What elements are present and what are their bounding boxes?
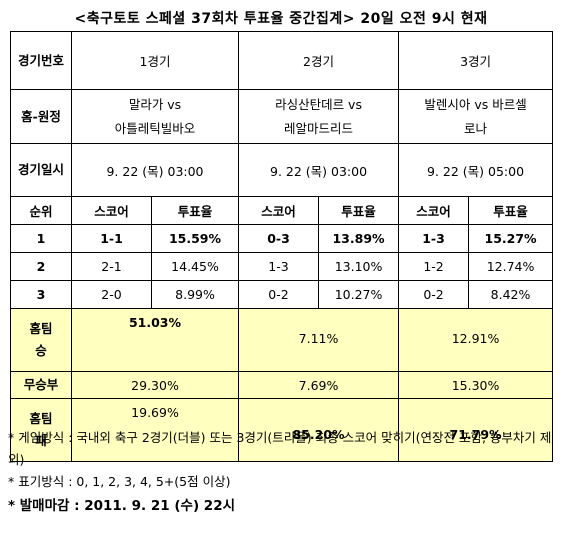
- game3-teams: 발렌시아 vs 바르셀 로나: [398, 89, 554, 144]
- home-loss-label: 홈팀 패: [10, 398, 72, 462]
- home-win-row: 홈팀 승 51.03% 7.11% 12.91%: [10, 308, 554, 372]
- game1-date: 9. 22 (목) 03:00: [70, 143, 240, 197]
- game1-home-win: 51.03%: [70, 308, 240, 372]
- game3-rate: 15.27%: [468, 224, 554, 253]
- game2-score: 0-3: [238, 224, 320, 253]
- game3-date: 9. 22 (목) 05:00: [398, 143, 554, 197]
- rank-row: 1 1-1 15.59% 0-3 13.89% 1-3 15.27%: [10, 224, 554, 253]
- game2-home-loss: 85.20%: [292, 427, 345, 442]
- teams-label: 홈-원정: [10, 89, 72, 144]
- game2-rate-label: 투표율: [318, 196, 400, 225]
- game2-home: 라싱산탄데르 vs: [275, 96, 362, 112]
- game2-score: 1-3: [238, 252, 320, 281]
- game1-header: 1경기: [70, 31, 240, 90]
- draw-row: 무승부 29.30% 7.69% 15.30%: [10, 371, 554, 399]
- game-method-note: * 게임방식 : 국내외 축구 2경기(더블) 또는 3경기(트리플) 최종 스…: [8, 430, 552, 467]
- game3-home: 발렌시아 vs 바르셀: [424, 96, 527, 112]
- header-row: 경기번호 1경기 2경기 3경기: [10, 31, 554, 90]
- notes: * 게임방식 : 국내외 축구 2경기(더블) 또는 3경기(트리플) 최종 스…: [8, 427, 556, 517]
- rank-number: 2: [10, 252, 72, 281]
- page-title: <축구토토 스페셜 37회차 투표율 중간집계> 20일 오전 9시 현재: [74, 11, 488, 27]
- home-loss-row: 홈팀 패 19.69% 85.20% 71.79%: [10, 398, 554, 462]
- game1-rate: 8.99%: [150, 280, 240, 309]
- game3-score: 1-3: [398, 224, 470, 253]
- rank-row: 2 2-1 14.45% 1-3 13.10% 1-2 12.74%: [10, 252, 554, 281]
- home-win-label-line1: 홈팀: [29, 321, 53, 336]
- game1-rate: 14.45%: [150, 252, 240, 281]
- rank-label: 순위: [10, 196, 72, 225]
- game1-draw: 29.30%: [70, 371, 240, 399]
- game3-home-loss: 71.79%: [449, 427, 502, 442]
- game2-home-win: 7.11%: [298, 331, 339, 346]
- game1-rate: 15.59%: [150, 224, 240, 253]
- game1-score-label: 스코어: [71, 196, 152, 225]
- game1-score: 1-1: [71, 224, 152, 253]
- draw-label: 무승부: [10, 371, 72, 399]
- game2-rate: 10.27%: [318, 280, 400, 309]
- sale-deadline-note: * 발매마감 : 2011. 9. 21 (수) 22시: [8, 498, 236, 514]
- game2-teams: 라싱산탄데르 vs 레알마드리드: [238, 89, 400, 144]
- game2-rate: 13.10%: [318, 252, 400, 281]
- date-label: 경기일시: [10, 143, 72, 197]
- game2-rate: 13.89%: [318, 224, 400, 253]
- rank-number: 1: [10, 224, 72, 253]
- game1-score: 2-1: [71, 252, 152, 281]
- game-no-label: 경기번호: [10, 31, 72, 90]
- home-win-label: 홈팀 승: [10, 308, 72, 372]
- game1-away: 아틀레틱빌바오: [114, 120, 196, 136]
- game1-teams: 말라가 vs 아틀레틱빌바오: [70, 89, 240, 144]
- game2-score: 0-2: [238, 280, 320, 309]
- game3-header: 3경기: [398, 31, 554, 90]
- game2-header: 2경기: [238, 31, 400, 90]
- game1-home: 말라가 vs: [128, 96, 182, 112]
- game3-score: 0-2: [398, 280, 470, 309]
- game3-draw: 15.30%: [398, 371, 554, 399]
- game3-score: 1-2: [398, 252, 470, 281]
- game3-rate: 12.74%: [468, 252, 554, 281]
- game3-away: 로나: [464, 120, 488, 136]
- game1-rate-label: 투표율: [150, 196, 240, 225]
- game2-draw: 7.69%: [238, 371, 400, 399]
- rank-number: 3: [10, 280, 72, 309]
- marking-method-note: * 표기방식 : 0, 1, 2, 3, 4, 5+(5점 이상): [8, 474, 231, 489]
- game3-rate: 8.42%: [468, 280, 554, 309]
- game1-home-loss: 19.69%: [70, 398, 240, 462]
- home-loss-label-line1: 홈팀: [29, 411, 53, 426]
- game3-score-label: 스코어: [398, 196, 470, 225]
- vote-rate-table: 경기번호 1경기 2경기 3경기 홈-원정 말라가 vs 아틀레틱빌바오 라싱산…: [10, 31, 554, 462]
- game2-date: 9. 22 (목) 03:00: [238, 143, 400, 197]
- home-loss-label-line2: 패: [35, 433, 47, 448]
- rank-header-row: 순위 스코어 투표율 스코어 투표율 스코어 투표율: [10, 196, 554, 225]
- game2-score-label: 스코어: [238, 196, 320, 225]
- game2-away: 레알마드리드: [284, 120, 354, 136]
- date-row: 경기일시 9. 22 (목) 03:00 9. 22 (목) 03:00 9. …: [10, 143, 554, 197]
- game3-home-win: 12.91%: [451, 331, 500, 346]
- teams-row: 홈-원정 말라가 vs 아틀레틱빌바오 라싱산탄데르 vs 레알마드리드 발렌시…: [10, 89, 554, 144]
- game1-score: 2-0: [71, 280, 152, 309]
- home-win-label-line2: 승: [35, 343, 47, 358]
- rank-row: 3 2-0 8.99% 0-2 10.27% 0-2 8.42%: [10, 280, 554, 309]
- game3-rate-label: 투표율: [468, 196, 554, 225]
